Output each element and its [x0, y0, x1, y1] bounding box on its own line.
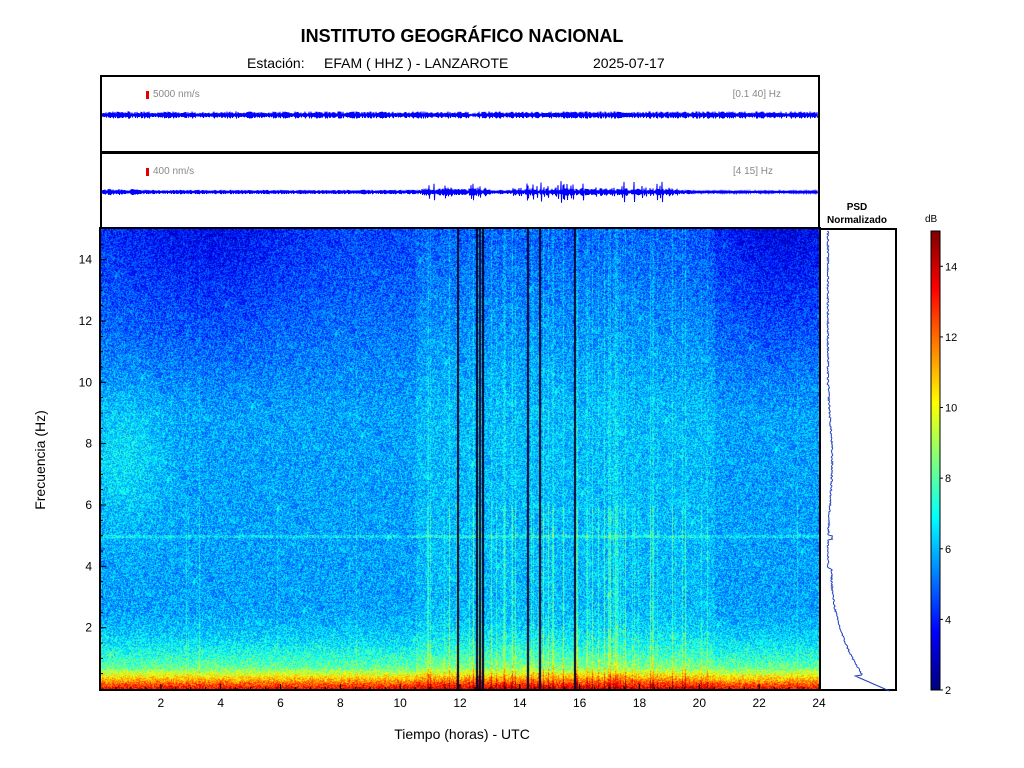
date-label: 2025-07-17 — [593, 55, 665, 71]
broadband-waveform — [102, 111, 818, 119]
x-tick-label: 2 — [157, 696, 164, 710]
trace-panel-broadband: 5000 nm/s [0.1 40] Hz — [100, 75, 820, 153]
y-tick-label: 4 — [85, 559, 92, 573]
colorbar-tick-label: 2 — [945, 685, 951, 697]
y-tick-label: 10 — [79, 375, 93, 389]
seismic-trace-broadband — [102, 111, 818, 119]
colorbar-tick-label: 10 — [945, 403, 957, 415]
x-axis-label: Tiempo (horas) - UTC — [394, 726, 530, 742]
y-axis-label: Frecuencia (Hz) — [32, 410, 48, 510]
spectrogram-frame — [99, 227, 821, 691]
x-tick-label: 6 — [277, 696, 284, 710]
x-tick-label: 24 — [812, 696, 826, 710]
x-tick-label: 10 — [393, 696, 407, 710]
y-tick-label: 6 — [85, 498, 92, 512]
x-tick-label: 20 — [693, 696, 707, 710]
colorbar-unit: dB — [925, 214, 938, 225]
trace-scale-1: 5000 nm/s — [153, 89, 200, 100]
x-tick-label: 16 — [573, 696, 587, 710]
colorbar-tick-label: 12 — [945, 332, 957, 344]
y-tick-label: 12 — [79, 314, 93, 328]
page-title: INSTITUTO GEOGRÁFICO NACIONAL — [300, 26, 624, 46]
psd-title: PSD — [847, 202, 868, 213]
filtered-waveform — [102, 181, 818, 203]
y-tick-label: 14 — [79, 253, 93, 267]
trace-band-2: [4 15] Hz — [732, 166, 773, 177]
station-prefix: Estación: — [247, 55, 305, 71]
spectrogram-heatmap — [101, 229, 819, 689]
psd-panel — [819, 228, 897, 691]
x-tick-label: 14 — [513, 696, 527, 710]
colorbar-frame — [930, 230, 941, 691]
seismic-trace-filtered — [102, 181, 818, 203]
colorbar-tick-label: 4 — [945, 614, 951, 626]
psd-curve — [826, 230, 890, 692]
scale-bar-1 — [146, 91, 149, 99]
colorbar-tick-label: 14 — [945, 261, 957, 273]
trace-panel-filtered: 400 nm/s [4 15] Hz — [100, 152, 820, 230]
x-tick-label: 12 — [453, 696, 467, 710]
x-tick-label: 4 — [217, 696, 224, 710]
psd-subtitle: Normalizado — [827, 215, 887, 226]
x-tick-label: 18 — [633, 696, 647, 710]
colorbar-tick-label: 6 — [945, 544, 951, 556]
trace-scale-2: 400 nm/s — [153, 166, 195, 177]
station-label: EFAM ( HHZ ) - LANZAROTE — [324, 55, 509, 71]
colorbar-gradient — [931, 231, 940, 690]
x-tick-label: 8 — [337, 696, 344, 710]
y-tick-label: 2 — [85, 621, 92, 635]
colorbar-tick-label: 8 — [945, 473, 951, 485]
trace-band-1: [0.1 40] Hz — [732, 89, 781, 100]
x-tick-label: 22 — [752, 696, 766, 710]
y-tick-label: 8 — [85, 437, 92, 451]
scale-bar-2 — [146, 168, 149, 176]
